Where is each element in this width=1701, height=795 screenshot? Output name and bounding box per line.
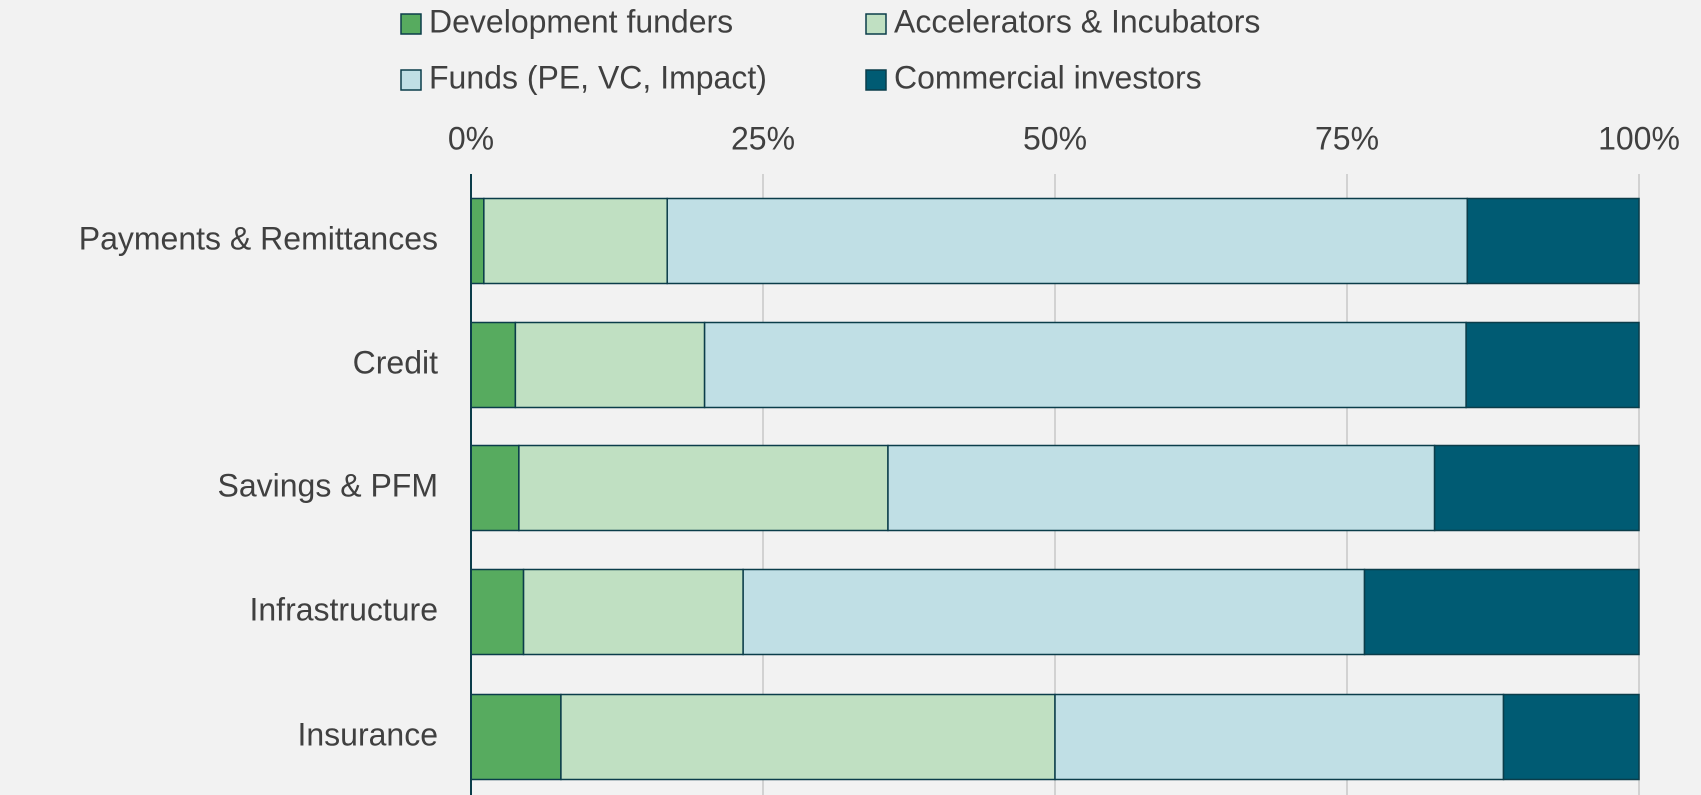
y-tick-label: Infrastructure	[249, 591, 438, 627]
bar-segment	[1433, 444, 1640, 532]
bar-segment	[1054, 693, 1505, 781]
bar-segment	[1363, 568, 1640, 656]
bar-segment	[666, 197, 1469, 285]
x-tick-label: 25%	[731, 120, 795, 156]
legend-label: Development funders	[429, 3, 733, 39]
legend-swatch	[865, 13, 887, 35]
legend-label: Accelerators & Incubators	[894, 3, 1260, 39]
bar-segment	[742, 568, 1366, 656]
bar-segment	[1465, 321, 1640, 409]
legend-swatch	[400, 13, 422, 35]
y-tick-label: Payments & Remittances	[79, 220, 438, 256]
legend-label: Funds (PE, VC, Impact)	[429, 59, 767, 95]
bar-segment	[514, 321, 706, 409]
x-tick-label: 50%	[1023, 120, 1087, 156]
bar-segment	[470, 197, 485, 285]
legend-swatch	[865, 69, 887, 91]
bar-segment	[470, 693, 562, 781]
bar-segment	[560, 693, 1056, 781]
bar-segment	[1466, 197, 1640, 285]
bar-segment	[703, 321, 1467, 409]
bar-segment	[470, 568, 525, 656]
legend-label: Commercial investors	[894, 59, 1202, 95]
x-tick-label: 75%	[1315, 120, 1379, 156]
legend-swatch	[400, 69, 422, 91]
y-tick-label: Credit	[353, 344, 438, 380]
bar-segment	[522, 568, 744, 656]
x-tick-label: 100%	[1598, 120, 1680, 156]
bar-segment	[887, 444, 1436, 532]
bar-segment	[470, 444, 520, 532]
bar-segment	[470, 321, 517, 409]
bar-segment	[518, 444, 889, 532]
y-tick-label: Savings & PFM	[217, 467, 438, 503]
x-tick-label: 0%	[448, 120, 494, 156]
y-tick-label: Insurance	[297, 716, 438, 752]
bar-segment	[483, 197, 668, 285]
bar-segment	[1502, 693, 1640, 781]
